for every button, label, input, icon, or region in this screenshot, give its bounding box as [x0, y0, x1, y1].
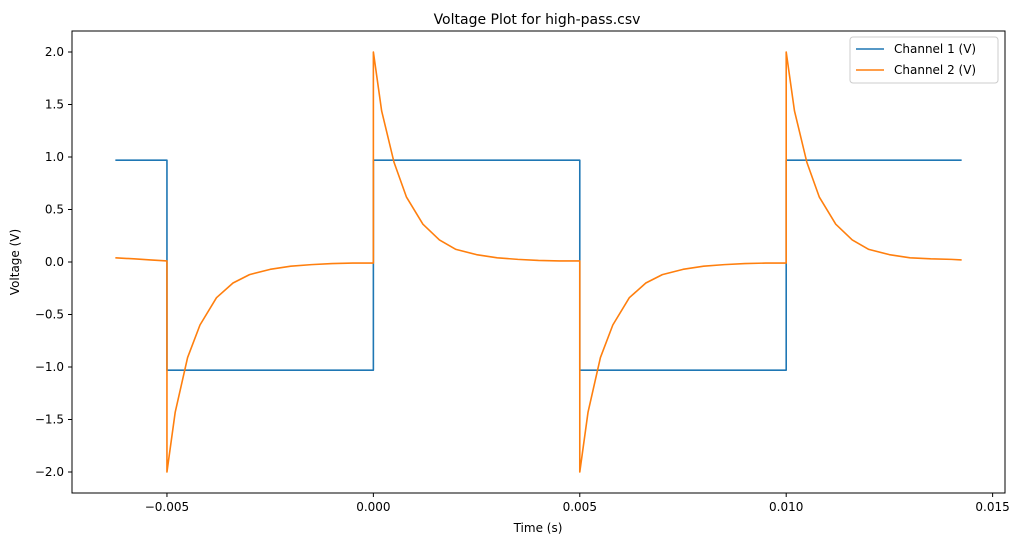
y-tick-label: 2.0 [45, 45, 64, 59]
y-axis-label: Voltage (V) [8, 229, 22, 295]
chart-title: Voltage Plot for high-pass.csv [434, 12, 641, 28]
x-tick-label: 0.000 [356, 500, 390, 514]
y-tick-label: −0.5 [35, 308, 64, 322]
series-layer [115, 51, 962, 473]
x-tick-label: −0.005 [145, 500, 189, 514]
legend: Channel 1 (V) Channel 2 (V) [849, 36, 999, 84]
y-tick-label: 1.5 [45, 98, 64, 112]
x-tick-label: 0.005 [563, 500, 597, 514]
legend-box [849, 36, 999, 84]
y-tick-label: 0.5 [45, 203, 64, 217]
x-axis: −0.005 0.000 0.005 0.010 0.015 [145, 493, 1010, 514]
y-tick-label: −1.0 [35, 360, 64, 374]
x-axis-label: Time (s) [513, 521, 563, 535]
series-line-channel-2 [115, 51, 962, 473]
y-tick-label: −1.5 [35, 413, 64, 427]
y-tick-label: −2.0 [35, 465, 64, 479]
x-tick-label: 0.010 [769, 500, 803, 514]
legend-label-channel-1: Channel 1 (V) [894, 42, 976, 56]
y-tick-label: 0.0 [45, 255, 64, 269]
y-tick-label: 1.0 [45, 150, 64, 164]
y-axis: 2.0 1.5 1.0 0.5 0.0 −0.5 −1.0 −1.5 −2.0 [35, 45, 72, 479]
legend-label-channel-2: Channel 2 (V) [894, 63, 976, 77]
x-tick-label: 0.015 [975, 500, 1009, 514]
